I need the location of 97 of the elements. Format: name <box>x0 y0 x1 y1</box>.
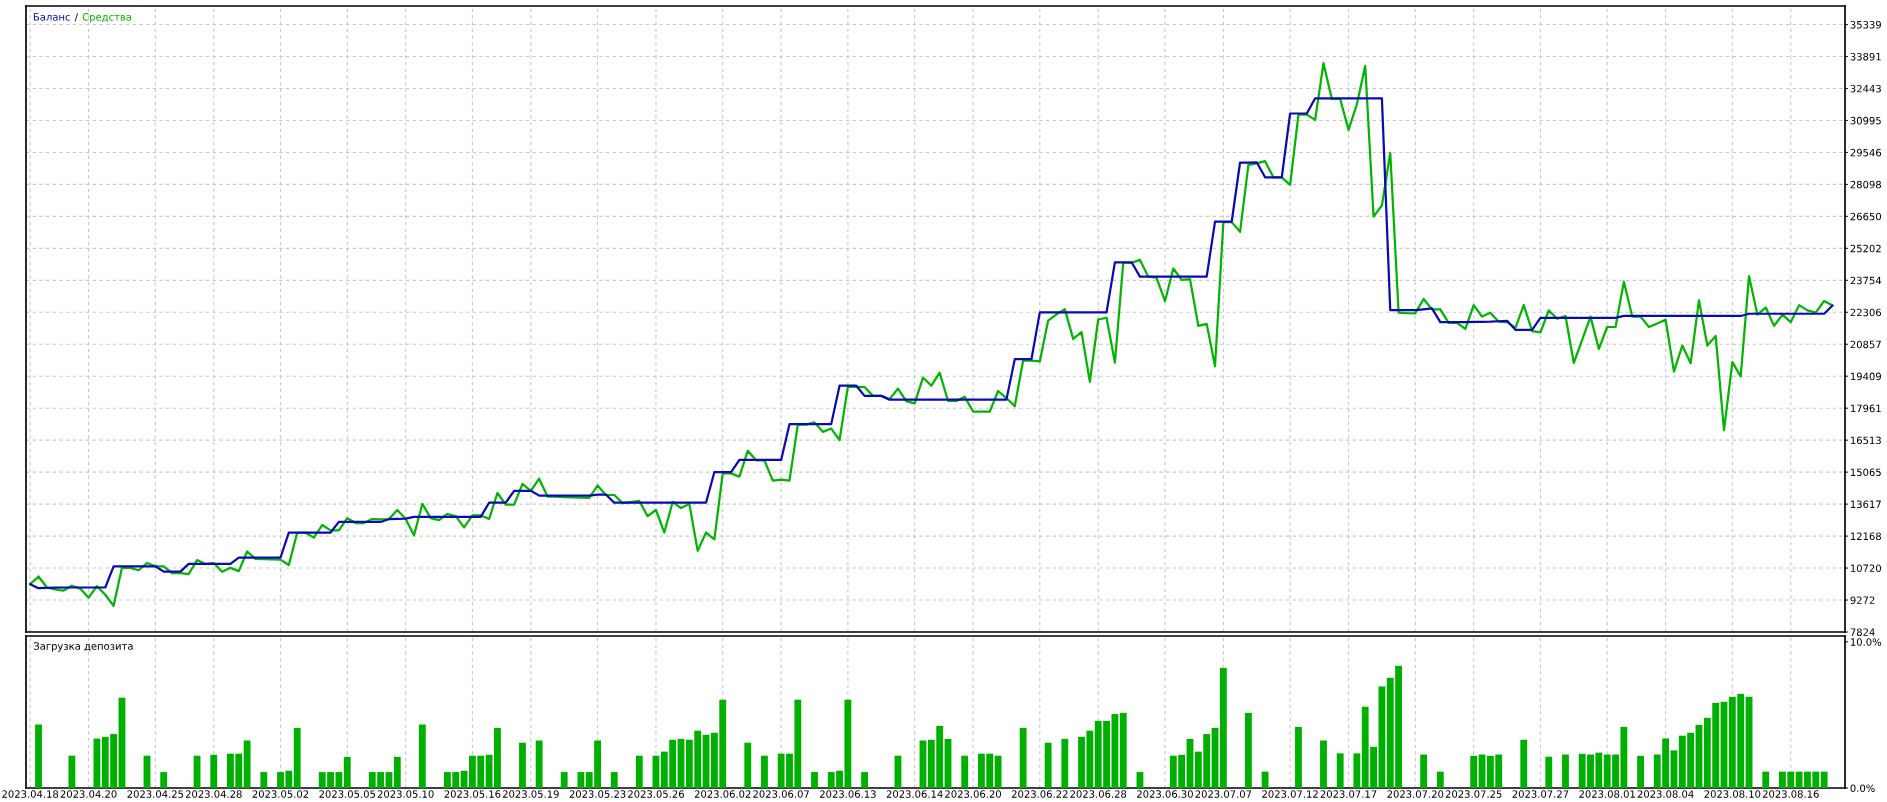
bar <box>1336 753 1344 788</box>
bar <box>1545 756 1553 788</box>
y-tick-label: 12168 <box>1850 532 1881 541</box>
y-tick-label: 13617 <box>1850 500 1881 509</box>
y-tick-label: 23754 <box>1850 276 1882 285</box>
x-tick-label: 2023.07.12 <box>1262 790 1318 798</box>
bar <box>744 742 752 788</box>
y-tick-label: 35339 <box>1850 20 1881 29</box>
bar <box>1353 753 1361 788</box>
x-tick-label: 2023.08.10 <box>1704 790 1761 798</box>
bar <box>1119 712 1127 788</box>
x-tick-label: 2023.07.17 <box>1320 790 1377 798</box>
y-tick-label: 30995 <box>1850 116 1881 125</box>
bar <box>1061 738 1069 788</box>
y-tick-label: 10720 <box>1850 564 1882 573</box>
x-tick-label: 2023.06.22 <box>1011 790 1068 798</box>
bar <box>519 742 526 788</box>
y-tick-label: 32443 <box>1850 84 1881 93</box>
bar <box>1436 771 1444 788</box>
bar <box>861 772 868 788</box>
y-tick-label: 19409 <box>1850 372 1881 381</box>
bar <box>1320 740 1327 788</box>
bar <box>160 772 168 788</box>
y-tick-label: 7824 <box>1850 628 1875 636</box>
bar <box>1520 739 1528 788</box>
y-tick-label: 22306 <box>1850 308 1882 317</box>
x-tick-label: 2023.04.25 <box>127 790 184 798</box>
y-tick-label: 9272 <box>1850 596 1875 604</box>
x-tick-label: 2023.05.26 <box>628 790 684 798</box>
y-tick-label: 29546 <box>1850 148 1882 157</box>
x-tick-label: 2023.06.30 <box>1137 790 1193 798</box>
bar <box>1244 712 1252 788</box>
bar <box>210 754 218 788</box>
y-tick-label: 15065 <box>1850 468 1881 477</box>
x-tick-label: 2023.06.07 <box>753 790 809 798</box>
text: Средства <box>82 13 132 23</box>
x-tick-label: 2023.05.16 <box>444 790 501 798</box>
x-tick-label: 2023.07.27 <box>1512 790 1569 798</box>
bar <box>1420 754 1428 788</box>
x-tick-label: 2023.05.10 <box>377 790 434 798</box>
y-tick-label: 17961 <box>1850 404 1881 413</box>
y-tick-label: 20857 <box>1850 340 1881 349</box>
x-tick-label: 2023.06.14 <box>886 790 943 798</box>
bar <box>1219 667 1227 788</box>
x-tick-label: 2023.08.04 <box>1637 790 1694 798</box>
bar <box>1470 755 1478 788</box>
bar <box>761 755 768 788</box>
x-tick-label: 2023.06.13 <box>819 790 876 798</box>
text: Баланс <box>33 13 70 21</box>
bar <box>961 755 969 788</box>
x-tick-label: 2023.04.28 <box>185 790 242 798</box>
bar <box>1295 726 1302 788</box>
bar <box>1637 755 1644 788</box>
bar <box>68 755 76 788</box>
x-tick-label: 2023.05.05 <box>319 790 375 798</box>
x-tick-label: 2023.05.02 <box>252 790 309 798</box>
bar <box>35 724 42 788</box>
bar <box>393 756 401 788</box>
bar <box>610 772 618 788</box>
bar <box>1762 771 1770 788</box>
x-tick-label: 2023.07.07 <box>1195 790 1252 798</box>
x-tick-label: 2023.05.23 <box>569 790 626 798</box>
y-tick-label: 16513 <box>1850 436 1881 445</box>
x-tick-label: 2023.08.01 <box>1579 790 1635 798</box>
y-tick-label: 25202 <box>1850 244 1881 253</box>
x-tick-label: 2023.06.20 <box>945 790 1002 798</box>
x-tick-label: 2023.07.25 <box>1445 790 1502 798</box>
x-tick-label: 2023.05.19 <box>502 790 559 798</box>
x-tick-label: 2023.06.02 <box>694 790 751 798</box>
y-tick-label: 26650 <box>1850 212 1882 221</box>
y-tick-label: 0.0% <box>1850 784 1875 792</box>
x-tick-label: 2023.04.20 <box>60 790 117 798</box>
bar <box>243 740 251 788</box>
y-tick-label: 10.0% <box>1850 638 1882 646</box>
annotation: / <box>74 13 79 22</box>
bar <box>343 756 351 788</box>
bar <box>994 755 1002 788</box>
bar <box>1562 754 1569 788</box>
bar <box>293 727 301 788</box>
text: Загрузка депозита <box>33 642 133 652</box>
bar <box>635 755 643 788</box>
bar <box>577 772 585 788</box>
bar <box>1261 771 1269 788</box>
x-tick-label: 2023.06.28 <box>1070 790 1127 798</box>
bar <box>1019 727 1027 788</box>
y-tick-label: 28098 <box>1850 180 1881 189</box>
y-tick-label: 33891 <box>1850 52 1881 61</box>
bar <box>811 772 818 788</box>
bar <box>560 772 568 788</box>
bar <box>1044 742 1052 788</box>
bar <box>260 772 268 788</box>
x-tick-label: 2023.08.16 <box>1762 790 1819 798</box>
x-tick-label: 2023.07.20 <box>1387 790 1444 798</box>
bar <box>535 740 543 788</box>
x-tick-label: 2023.04.18 <box>2 790 59 798</box>
bar <box>418 724 426 788</box>
bar <box>1820 771 1828 788</box>
